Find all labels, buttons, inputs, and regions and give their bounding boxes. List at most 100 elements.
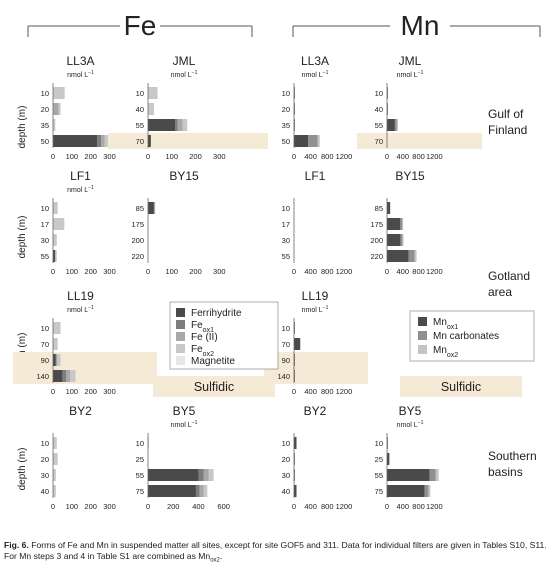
- panel-fe-by5: BY5 nmol L−1 10 25 55 750 200 400 600: [136, 404, 230, 511]
- depth-tick-label: 17: [41, 220, 49, 229]
- depth-tick-label: 10: [282, 89, 290, 98]
- x-tick-label: 200: [189, 152, 202, 161]
- bar-segment: [408, 250, 415, 262]
- x-tick-label: 200: [84, 267, 97, 276]
- panel-unit: nmol L−1: [67, 305, 94, 314]
- x-tick-label: 300: [103, 267, 116, 276]
- x-tick-label: 0: [385, 267, 389, 276]
- bar-segment: [387, 202, 391, 214]
- bar-segment: [53, 135, 98, 147]
- mn-legend-swatch: [418, 317, 427, 326]
- depth-tick-label: 220: [370, 252, 383, 261]
- mn-sulfidic-box: Sulfidic: [400, 376, 522, 397]
- depth-tick-label: 40: [136, 105, 144, 114]
- panel-mn-by5: BY5 nmol L−1 10 25 55 750 400 800 1200: [375, 404, 443, 511]
- depth-tick-label: 55: [136, 471, 144, 480]
- panel-title: LL3A: [301, 54, 329, 68]
- x-tick-label: 300: [103, 387, 116, 396]
- bar-segment: [53, 234, 57, 246]
- bar-segment: [387, 453, 390, 465]
- panel-title: LF1: [305, 169, 326, 183]
- x-tick-label: 0: [292, 387, 296, 396]
- bar-segment: [424, 485, 429, 497]
- x-tick-label: 1200: [426, 267, 443, 276]
- caption-sub: ox2: [210, 557, 220, 564]
- fe-sulfidic-box-bg: [153, 376, 275, 397]
- bar-segment: [387, 469, 430, 481]
- panel-unit: nmol L−1: [171, 420, 198, 429]
- fe-legend-sub: ox2: [203, 351, 214, 358]
- bar-segment: [148, 119, 176, 131]
- depth-label-row1: depth (m): [17, 106, 28, 149]
- depth-tick-label: 35: [41, 121, 49, 130]
- bar-segment: [66, 370, 70, 382]
- panel-title: LL3A: [66, 54, 94, 68]
- bar-segment: [294, 135, 309, 147]
- x-tick-label: 300: [213, 267, 226, 276]
- bar-segment: [396, 119, 399, 131]
- fe-legend-swatch: [176, 320, 185, 329]
- fe-legend-swatch: [176, 356, 185, 365]
- bar-segment: [148, 469, 199, 481]
- depth-tick-label: 10: [41, 89, 49, 98]
- fe-legend-frame: [169, 301, 279, 370]
- bar-segment: [387, 485, 425, 497]
- depth-tick-label: 75: [375, 487, 383, 496]
- x-tick-label: 0: [292, 152, 296, 161]
- mn-legend-sub: ox2: [447, 352, 458, 359]
- bar-segment: [182, 119, 188, 131]
- depth-tick-label: 85: [136, 204, 144, 213]
- sulfidic-band: [13, 352, 157, 368]
- fe-legend-label: Magnetite: [191, 356, 235, 367]
- x-tick-label: 0: [146, 152, 150, 161]
- depth-tick-label: 40: [41, 487, 49, 496]
- depth-tick-label: 55: [375, 121, 383, 130]
- panel-title: BY15: [395, 169, 425, 183]
- depth-tick-label: 220: [131, 252, 144, 261]
- x-tick-label: 300: [103, 502, 116, 511]
- depth-tick-label: 200: [370, 236, 383, 245]
- x-tick-label: 200: [189, 267, 202, 276]
- x-tick-label: 200: [84, 502, 97, 511]
- bar-segment: [414, 250, 417, 262]
- depth-tick-label: 30: [41, 236, 49, 245]
- region-gotland-line1: Gotland: [488, 269, 530, 283]
- fe-legend-label: Fe (II): [191, 332, 218, 343]
- depth-tick-label: 10: [375, 89, 383, 98]
- region-gulf-line2: Finland: [488, 123, 527, 137]
- x-tick-label: 1200: [426, 502, 443, 511]
- mn-legend-swatch: [418, 345, 427, 354]
- mn-legend-frame: [409, 310, 535, 362]
- depth-tick-label: 140: [36, 372, 49, 381]
- bar-segment: [177, 119, 183, 131]
- fe-legend-sub: ox1: [203, 327, 214, 334]
- depth-tick-label: 90: [282, 356, 290, 365]
- depth-tick-label: 40: [282, 487, 290, 496]
- panel-unit-exp: −1: [192, 70, 198, 76]
- panel-mn-ll3a: LL3A nmol L−1 10 20 35 500 400 800 1200: [282, 54, 353, 161]
- x-tick-label: 800: [412, 267, 425, 276]
- x-tick-label: 0: [51, 502, 55, 511]
- bar-segment: [401, 218, 404, 230]
- x-tick-label: 1200: [336, 387, 353, 396]
- bar-segment: [387, 234, 401, 246]
- sulfidic-band: [264, 368, 368, 384]
- depth-tick-label: 25: [375, 455, 383, 464]
- panel-title: BY2: [304, 404, 327, 418]
- depth-tick-label: 20: [41, 455, 49, 464]
- bar-segment: [97, 135, 102, 147]
- depth-tick-label: 75: [136, 487, 144, 496]
- bar-segment: [294, 437, 297, 449]
- bar-segment: [400, 218, 402, 230]
- panel-title: LL19: [67, 289, 94, 303]
- mn-legend-label: Mn carbonates: [433, 331, 499, 342]
- bar-segment: [203, 469, 209, 481]
- x-tick-label: 400: [397, 152, 410, 161]
- fe-legend-swatch: [176, 344, 185, 353]
- bar-segment: [394, 119, 397, 131]
- bar-segment: [387, 218, 401, 230]
